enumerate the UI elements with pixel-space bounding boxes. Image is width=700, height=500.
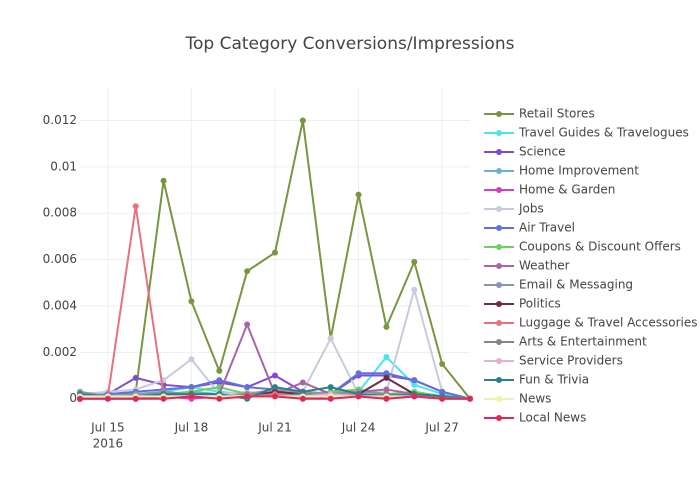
legend-marker xyxy=(496,130,502,136)
plot-area xyxy=(77,117,473,402)
x-tick-label: Jul 27 xyxy=(424,421,459,435)
data-point xyxy=(411,381,418,388)
data-point xyxy=(411,377,418,384)
data-point xyxy=(132,395,139,402)
legend-label: Home & Garden xyxy=(519,183,615,197)
data-point xyxy=(272,393,278,400)
x-tick-label: Jul 18 xyxy=(174,421,209,435)
data-point xyxy=(327,384,334,391)
data-point xyxy=(188,384,195,391)
data-point xyxy=(411,258,418,265)
data-point xyxy=(188,298,195,305)
legend-label: Air Travel xyxy=(519,221,575,235)
data-point xyxy=(160,177,167,184)
data-point xyxy=(383,370,390,377)
data-point xyxy=(439,388,446,395)
legend-label: Arts & Entertainment xyxy=(519,335,647,349)
data-point xyxy=(355,393,362,400)
data-point xyxy=(77,395,83,402)
data-point xyxy=(244,268,251,275)
legend-marker xyxy=(496,149,502,155)
legend-marker xyxy=(496,111,502,117)
legend-marker xyxy=(496,282,502,288)
data-point xyxy=(104,395,111,402)
data-point xyxy=(299,388,306,395)
data-point xyxy=(355,191,362,198)
data-point xyxy=(299,117,306,124)
y-tick-label: 0.008 xyxy=(43,206,77,220)
data-point xyxy=(383,323,390,330)
x-tick-year: 2016 xyxy=(93,437,124,451)
data-point xyxy=(216,395,223,402)
y-tick-label: 0 xyxy=(69,391,77,405)
data-point xyxy=(355,370,362,377)
legend-marker xyxy=(496,168,502,174)
x-tick-label: Jul 15 xyxy=(90,421,125,435)
data-point xyxy=(411,286,418,293)
legend-label: Politics xyxy=(519,297,561,311)
data-point xyxy=(216,367,223,374)
data-point xyxy=(188,393,195,400)
legend-marker xyxy=(496,187,502,193)
legend-marker xyxy=(496,358,502,364)
data-point xyxy=(244,393,251,400)
legend-label: Fun & Trivia xyxy=(519,373,589,387)
legend-marker xyxy=(496,339,502,345)
legend-label: Email & Messaging xyxy=(519,278,633,292)
legend-label: Science xyxy=(519,145,566,159)
legend-marker xyxy=(496,415,502,421)
legend-label: Jobs xyxy=(518,202,544,216)
legend-marker xyxy=(496,396,502,402)
legend-label: Travel Guides & Travelogues xyxy=(518,126,689,140)
data-point xyxy=(244,384,251,391)
data-point xyxy=(299,395,306,402)
legend-marker xyxy=(496,320,502,326)
legend-label: Local News xyxy=(519,411,586,425)
data-point xyxy=(132,203,139,210)
data-point xyxy=(160,395,167,402)
data-point xyxy=(439,395,446,402)
x-tick-label: Jul 21 xyxy=(257,421,292,435)
legend-marker xyxy=(496,263,502,269)
y-tick-label: 0.006 xyxy=(43,252,77,266)
data-point xyxy=(299,379,306,386)
data-point xyxy=(439,360,446,367)
data-point xyxy=(272,372,278,379)
y-tick-label: 0.004 xyxy=(43,298,77,312)
legend-marker xyxy=(496,206,502,212)
y-tick-label: 0.002 xyxy=(43,345,77,359)
x-tick-label: Jul 24 xyxy=(341,421,376,435)
chart-title: Top Category Conversions/Impressions xyxy=(185,34,515,54)
data-point xyxy=(272,384,278,391)
legend-marker xyxy=(496,301,502,307)
data-point xyxy=(188,356,195,363)
y-tick-label: 0.012 xyxy=(43,113,77,127)
data-point xyxy=(383,374,390,381)
legend-label: Retail Stores xyxy=(519,107,595,121)
data-point xyxy=(383,386,390,393)
data-point xyxy=(383,395,390,402)
legend-label: News xyxy=(519,392,551,406)
legend-marker xyxy=(496,244,502,250)
legend: Retail Stores Travel Guides & Travelogues… xyxy=(484,107,697,425)
data-point xyxy=(467,395,473,402)
legend-label: Service Providers xyxy=(519,354,623,368)
y-tick-label: 0.01 xyxy=(50,159,77,173)
legend-marker xyxy=(496,225,502,231)
data-point xyxy=(411,393,418,400)
data-point xyxy=(327,395,334,402)
grid: 0 0.002 0.004 0.006 0.008 0.01 0.012 Jul 15 2016… xyxy=(43,88,470,451)
legend-label: Home Improvement xyxy=(519,164,639,178)
data-point xyxy=(132,374,139,381)
data-point xyxy=(244,321,251,328)
data-point xyxy=(327,335,334,342)
data-point xyxy=(272,249,278,256)
legend-label: Coupons & Discount Offers xyxy=(519,240,681,254)
legend-marker xyxy=(496,377,502,383)
legend-label: Luggage & Travel Accessories xyxy=(519,316,697,330)
data-point xyxy=(383,353,390,360)
data-point xyxy=(216,377,223,384)
legend-label: Weather xyxy=(519,259,570,273)
